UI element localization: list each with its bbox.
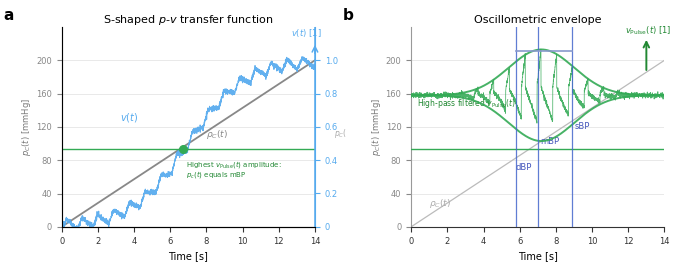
Text: $v_{\rm Pulse}(t)$ [1]: $v_{\rm Pulse}(t)$ [1]	[625, 25, 671, 37]
Text: $v(t)$: $v(t)$	[120, 111, 138, 124]
Text: a: a	[3, 8, 14, 23]
Text: b: b	[342, 8, 353, 23]
Title: Oscillometric envelope: Oscillometric envelope	[474, 15, 601, 25]
Text: High-pass filtered $v_{\rm Pulse}(t)$: High-pass filtered $v_{\rm Pulse}(t)$	[416, 97, 516, 110]
Y-axis label: $p_C(t)$ [mmHg]: $p_C(t)$ [mmHg]	[370, 98, 383, 156]
Text: sBP: sBP	[575, 122, 590, 131]
Title: S-shaped $p$-$v$ transfer function: S-shaped $p$-$v$ transfer function	[103, 13, 273, 27]
Text: $\rho_C(t)$: $\rho_C(t)$	[429, 197, 451, 210]
Text: mBP: mBP	[540, 137, 560, 146]
X-axis label: Time [s]: Time [s]	[169, 251, 208, 261]
Y-axis label: $p_C(t)$ [mmHg]: $p_C(t)$ [mmHg]	[21, 98, 34, 156]
Text: $\rho_C(t)$: $\rho_C(t)$	[206, 128, 229, 141]
Y-axis label: $p_C($: $p_C($	[334, 127, 347, 140]
X-axis label: Time [s]: Time [s]	[518, 251, 558, 261]
Text: dBP: dBP	[515, 163, 532, 172]
Text: $p_c(t)$ equals mBP: $p_c(t)$ equals mBP	[186, 168, 247, 180]
Text: Highest $v_{\rm Pulse}(t)$ amplitude:: Highest $v_{\rm Pulse}(t)$ amplitude:	[186, 158, 282, 170]
Text: $v(t)$ [1]: $v(t)$ [1]	[292, 27, 322, 39]
